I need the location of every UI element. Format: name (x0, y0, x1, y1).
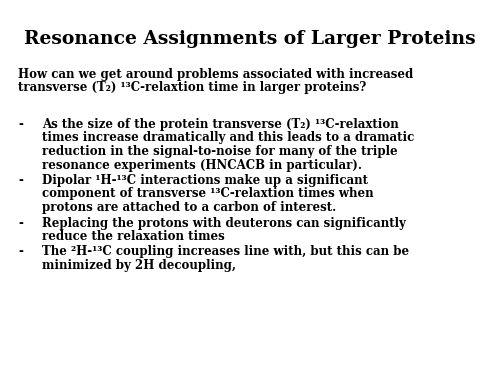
Text: resonance experiments (HNCACB in particular).: resonance experiments (HNCACB in particu… (42, 159, 362, 171)
Text: protons are attached to a carbon of interest.: protons are attached to a carbon of inte… (42, 201, 336, 214)
Text: -: - (18, 217, 23, 230)
Text: reduction in the signal-to-noise for many of the triple: reduction in the signal-to-noise for man… (42, 145, 398, 158)
Text: -: - (18, 118, 23, 131)
Text: minimized by 2H decoupling,: minimized by 2H decoupling, (42, 259, 236, 272)
Text: Resonance Assignments of Larger Proteins: Resonance Assignments of Larger Proteins (24, 30, 476, 48)
Text: component of transverse ¹³C-relaxtion times when: component of transverse ¹³C-relaxtion ti… (42, 188, 374, 200)
Text: reduce the relaxation times: reduce the relaxation times (42, 230, 225, 243)
Text: -: - (18, 174, 23, 187)
Text: As the size of the protein transverse (T₂) ¹³C-relaxtion: As the size of the protein transverse (T… (42, 118, 399, 131)
Text: -: - (18, 245, 23, 259)
Text: How can we get around problems associated with increased: How can we get around problems associate… (18, 68, 413, 81)
Text: The ²H-¹³C coupling increases line with, but this can be: The ²H-¹³C coupling increases line with,… (42, 245, 409, 259)
Text: transverse (T₂) ¹³C-relaxtion time in larger proteins?: transverse (T₂) ¹³C-relaxtion time in la… (18, 81, 366, 95)
Text: times increase dramatically and this leads to a dramatic: times increase dramatically and this lea… (42, 132, 414, 144)
Text: Dipolar ¹H-¹³C interactions make up a significant: Dipolar ¹H-¹³C interactions make up a si… (42, 174, 368, 187)
Text: Replacing the protons with deuterons can significantly: Replacing the protons with deuterons can… (42, 217, 406, 230)
